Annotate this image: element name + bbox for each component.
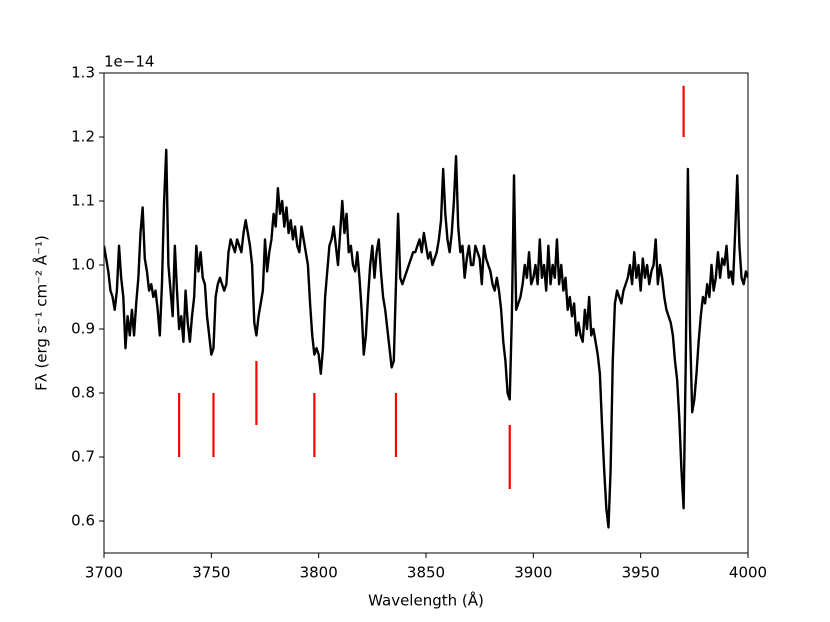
x-tick-label: 3700 <box>85 564 123 582</box>
y-tick-label: 0.7 <box>71 448 95 466</box>
x-tick-label: 4000 <box>729 564 767 582</box>
x-tick-label: 3900 <box>514 564 552 582</box>
y-axis-label: Fλ (erg s⁻¹ cm⁻² Å⁻¹) <box>32 235 51 391</box>
y-tick-label: 0.9 <box>71 320 95 338</box>
y-tick-label: 1.1 <box>71 192 95 210</box>
y-tick-label: 0.6 <box>71 512 95 530</box>
x-tick-label: 3800 <box>300 564 338 582</box>
y-tick-label: 1.3 <box>71 64 95 82</box>
x-tick-label: 3850 <box>407 564 445 582</box>
plot-frame <box>103 72 749 554</box>
y-tick-label: 1.0 <box>71 256 95 274</box>
y-tick-label: 1.2 <box>71 128 95 146</box>
x-tick-label: 3750 <box>192 564 230 582</box>
y-offset-label: 1e−14 <box>104 53 154 71</box>
y-tick-label: 0.8 <box>71 384 95 402</box>
x-tick-label: 3950 <box>622 564 660 582</box>
spectrum-line <box>104 148 748 529</box>
x-axis-label: Wavelength (Å) <box>368 591 484 610</box>
